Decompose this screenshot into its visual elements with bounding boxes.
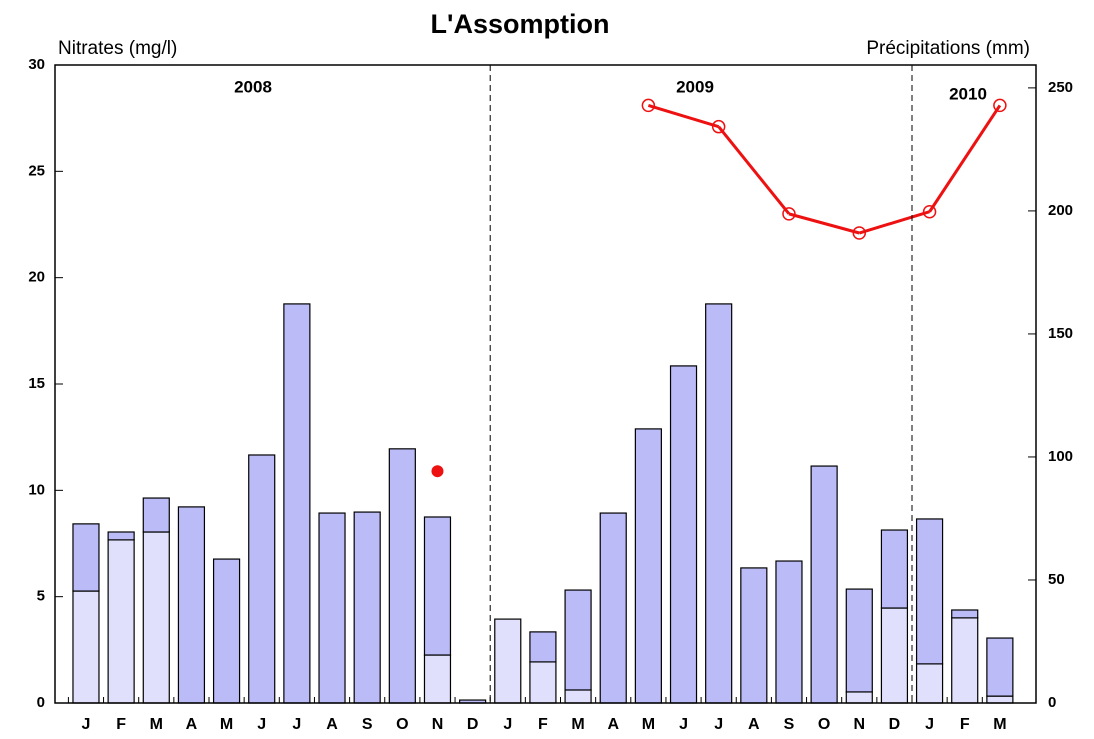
x-tick-label: S (362, 716, 373, 733)
line-point (641, 98, 656, 113)
y-tick-label: 20 (28, 269, 45, 286)
line-point (782, 207, 796, 221)
bar (986, 695, 1014, 704)
bar (353, 511, 381, 704)
y-tick-label: 5 (37, 588, 45, 605)
bar (318, 512, 346, 704)
bar (177, 506, 206, 704)
line-segment (788, 212, 860, 235)
line-segment (647, 103, 720, 129)
x-tick-label: M (993, 716, 1006, 733)
x-tick-label: F (116, 716, 126, 733)
y-tick-label: 0 (37, 694, 45, 711)
line-point (922, 204, 937, 219)
bar (529, 631, 557, 663)
bar (564, 589, 592, 691)
line-point (993, 98, 1007, 113)
bar (951, 617, 979, 704)
x-tick-label: N (853, 716, 865, 733)
y2-tick-label: 200 (1048, 202, 1073, 219)
x-tick-label: F (538, 716, 548, 733)
x-tick-label: D (467, 716, 479, 733)
x-tick-label: F (960, 716, 970, 733)
y-tick-label: 15 (28, 375, 45, 392)
x-tick-label: M (571, 716, 584, 733)
y2-tick-label: 50 (1048, 571, 1065, 588)
line-segment (858, 210, 931, 235)
x-tick-label: O (818, 716, 830, 733)
bar (810, 465, 838, 704)
x-tick-label: J (925, 716, 934, 733)
bar (669, 365, 698, 704)
bar (423, 654, 452, 704)
line-segment (717, 125, 791, 215)
x-tick-label: M (150, 716, 163, 733)
bar (740, 567, 768, 704)
x-tick-label: A (186, 716, 198, 733)
x-tick-label: O (396, 716, 408, 733)
bar (705, 303, 733, 704)
bar (142, 531, 170, 704)
bar (564, 689, 592, 704)
bar (599, 512, 627, 704)
bar (283, 303, 311, 704)
x-tick-label: A (607, 716, 619, 733)
x-tick-label: J (257, 716, 266, 733)
y2-tick-label: 150 (1048, 325, 1073, 342)
bar (72, 590, 100, 704)
bar (986, 637, 1014, 697)
bar (107, 539, 135, 704)
y2-tick-label: 100 (1048, 448, 1073, 465)
x-tick-label: M (642, 716, 655, 733)
y-axis-label: Nitrates (mg/l) (58, 38, 177, 59)
y2-tick-label: 0 (1048, 694, 1056, 711)
x-tick-label: A (326, 716, 338, 733)
year-label: 2009 (676, 77, 714, 96)
bar (423, 516, 452, 656)
bar (529, 661, 557, 704)
y2-axis-label: Précipitations (mm) (866, 38, 1030, 59)
x-tick-label: D (889, 716, 901, 733)
y-tick-label: 30 (28, 56, 45, 73)
bar (107, 531, 135, 541)
bar (880, 607, 909, 704)
x-tick-label: M (220, 716, 233, 733)
bar (845, 588, 873, 693)
bar (915, 663, 944, 704)
line-point (852, 226, 867, 240)
bar (212, 558, 241, 704)
bar (72, 523, 100, 592)
bar (388, 448, 416, 704)
year-label: 2008 (234, 77, 272, 96)
x-tick-label: N (432, 716, 444, 733)
bar (845, 691, 873, 704)
bar (248, 454, 276, 704)
bar (951, 609, 979, 619)
year-label: 2010 (949, 84, 987, 103)
x-tick-label: J (679, 716, 688, 733)
x-tick-label: J (714, 716, 723, 733)
x-tick-label: A (748, 716, 760, 733)
bar (142, 497, 170, 533)
x-tick-label: J (292, 716, 301, 733)
bar (775, 560, 803, 704)
x-tick-label: J (82, 716, 91, 733)
bar (915, 518, 944, 665)
plot-frame (54, 64, 1037, 704)
y-tick-label: 10 (28, 481, 45, 498)
x-tick-label: S (784, 716, 795, 733)
y2-tick-label: 250 (1048, 79, 1073, 96)
x-tick-label: J (503, 716, 512, 733)
chart-title: L'Assomption (431, 9, 610, 39)
bar (634, 428, 662, 704)
bar (494, 618, 522, 704)
line-point (711, 119, 726, 134)
y-tick-label: 25 (28, 162, 45, 179)
line-segment (928, 104, 1002, 213)
point (431, 465, 444, 478)
bar (880, 529, 909, 609)
